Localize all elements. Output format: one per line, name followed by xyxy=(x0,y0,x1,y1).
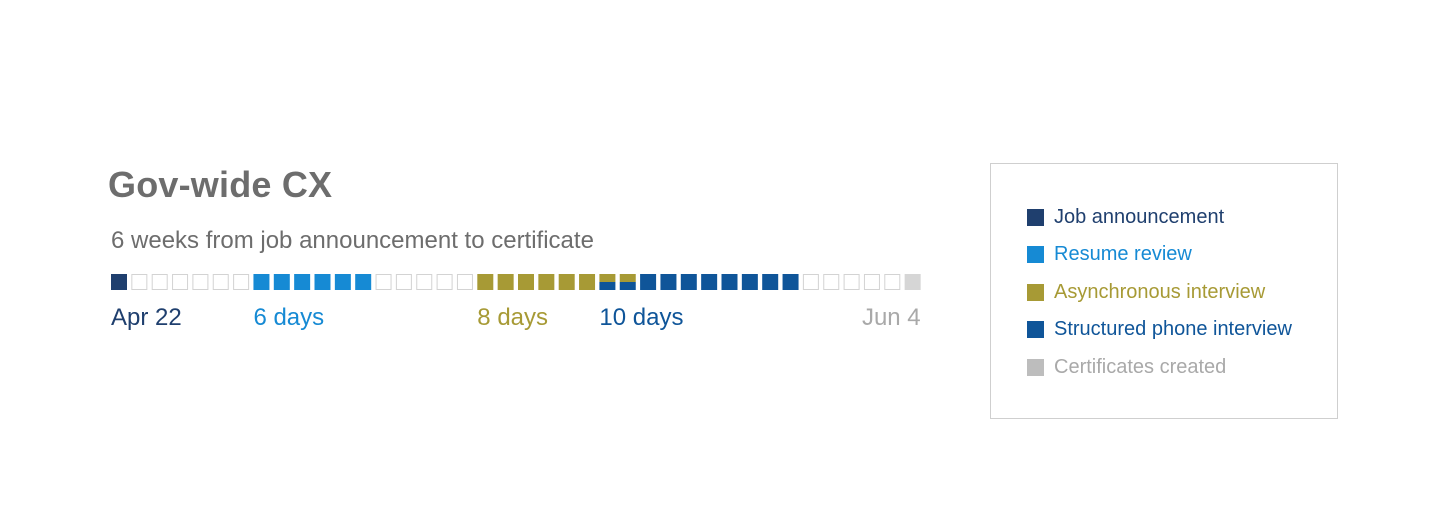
legend-item: Structured phone interview xyxy=(1027,318,1292,342)
day-square xyxy=(355,274,372,290)
chart-subtitle: 6 weeks from job announcement to certifi… xyxy=(111,227,594,254)
day-square xyxy=(294,274,311,290)
legend-swatch xyxy=(1027,208,1044,226)
day-square-overlap-bottom xyxy=(619,282,636,290)
legend-swatch xyxy=(1027,321,1044,338)
day-square-empty xyxy=(212,274,229,290)
day-square xyxy=(477,274,494,290)
day-square xyxy=(762,274,779,290)
day-square-empty xyxy=(456,274,473,290)
timeline-squares xyxy=(111,274,921,290)
day-square xyxy=(701,274,718,290)
legend-swatch xyxy=(1027,283,1044,301)
day-square xyxy=(721,274,738,290)
day-labels: Apr 22 6 days 8 days 10 days Jun 4 xyxy=(0,300,1432,340)
duration-label: 10 days xyxy=(599,304,684,331)
legend-label: Asynchronous interview xyxy=(1054,280,1266,303)
day-square xyxy=(334,274,351,290)
day-square xyxy=(273,274,290,290)
day-square xyxy=(782,274,799,290)
day-square-empty xyxy=(416,274,433,290)
legend-label: Certificates created xyxy=(1054,355,1227,378)
day-square xyxy=(497,274,514,290)
day-square-empty xyxy=(131,274,148,290)
day-square xyxy=(741,274,758,290)
day-square xyxy=(518,274,534,290)
day-square-overlap-top xyxy=(619,274,636,282)
day-square-empty xyxy=(823,274,840,290)
legend-item: Asynchronous interview xyxy=(1027,280,1265,304)
legend-label: Job announcement xyxy=(1054,205,1225,228)
day-square xyxy=(680,274,697,290)
day-square-overlap-top xyxy=(599,274,616,282)
duration-label: 8 days xyxy=(477,304,549,331)
day-square-empty xyxy=(192,274,209,290)
day-square xyxy=(111,274,127,290)
day-square xyxy=(660,274,677,290)
day-square-empty xyxy=(233,274,250,290)
day-square-empty xyxy=(395,274,412,290)
legend-item: Resume review xyxy=(1027,243,1192,267)
day-square-empty xyxy=(802,274,819,290)
day-square xyxy=(558,274,575,290)
day-square-overlap-bottom xyxy=(599,282,616,290)
day-square-empty xyxy=(151,274,168,290)
day-square xyxy=(904,274,921,290)
day-square xyxy=(579,274,596,290)
start-date-label: Apr 22 xyxy=(111,304,182,331)
day-square-empty xyxy=(884,274,901,290)
legend-swatch xyxy=(1027,246,1044,263)
day-square-empty xyxy=(172,274,189,290)
duration-label: 6 days xyxy=(253,304,325,331)
chart-title: Gov-wide CX xyxy=(108,164,333,205)
legend: Job announcement Resume review Asynchronou… xyxy=(990,163,1338,419)
day-square xyxy=(314,274,331,290)
legend-label: Resume review xyxy=(1054,243,1192,265)
day-square-empty xyxy=(843,274,860,290)
legend-swatch xyxy=(1027,358,1044,376)
day-square-empty xyxy=(863,274,880,290)
end-date-label: Jun 4 xyxy=(861,304,921,331)
day-square xyxy=(253,274,270,290)
legend-label: Structured phone interview xyxy=(1054,318,1292,340)
day-square xyxy=(640,274,657,290)
day-square xyxy=(538,274,555,290)
legend-item: Certificates created xyxy=(1027,355,1226,379)
day-square-empty xyxy=(375,274,392,290)
legend-item: Job announcement xyxy=(1027,205,1224,229)
day-square-empty xyxy=(436,274,453,290)
